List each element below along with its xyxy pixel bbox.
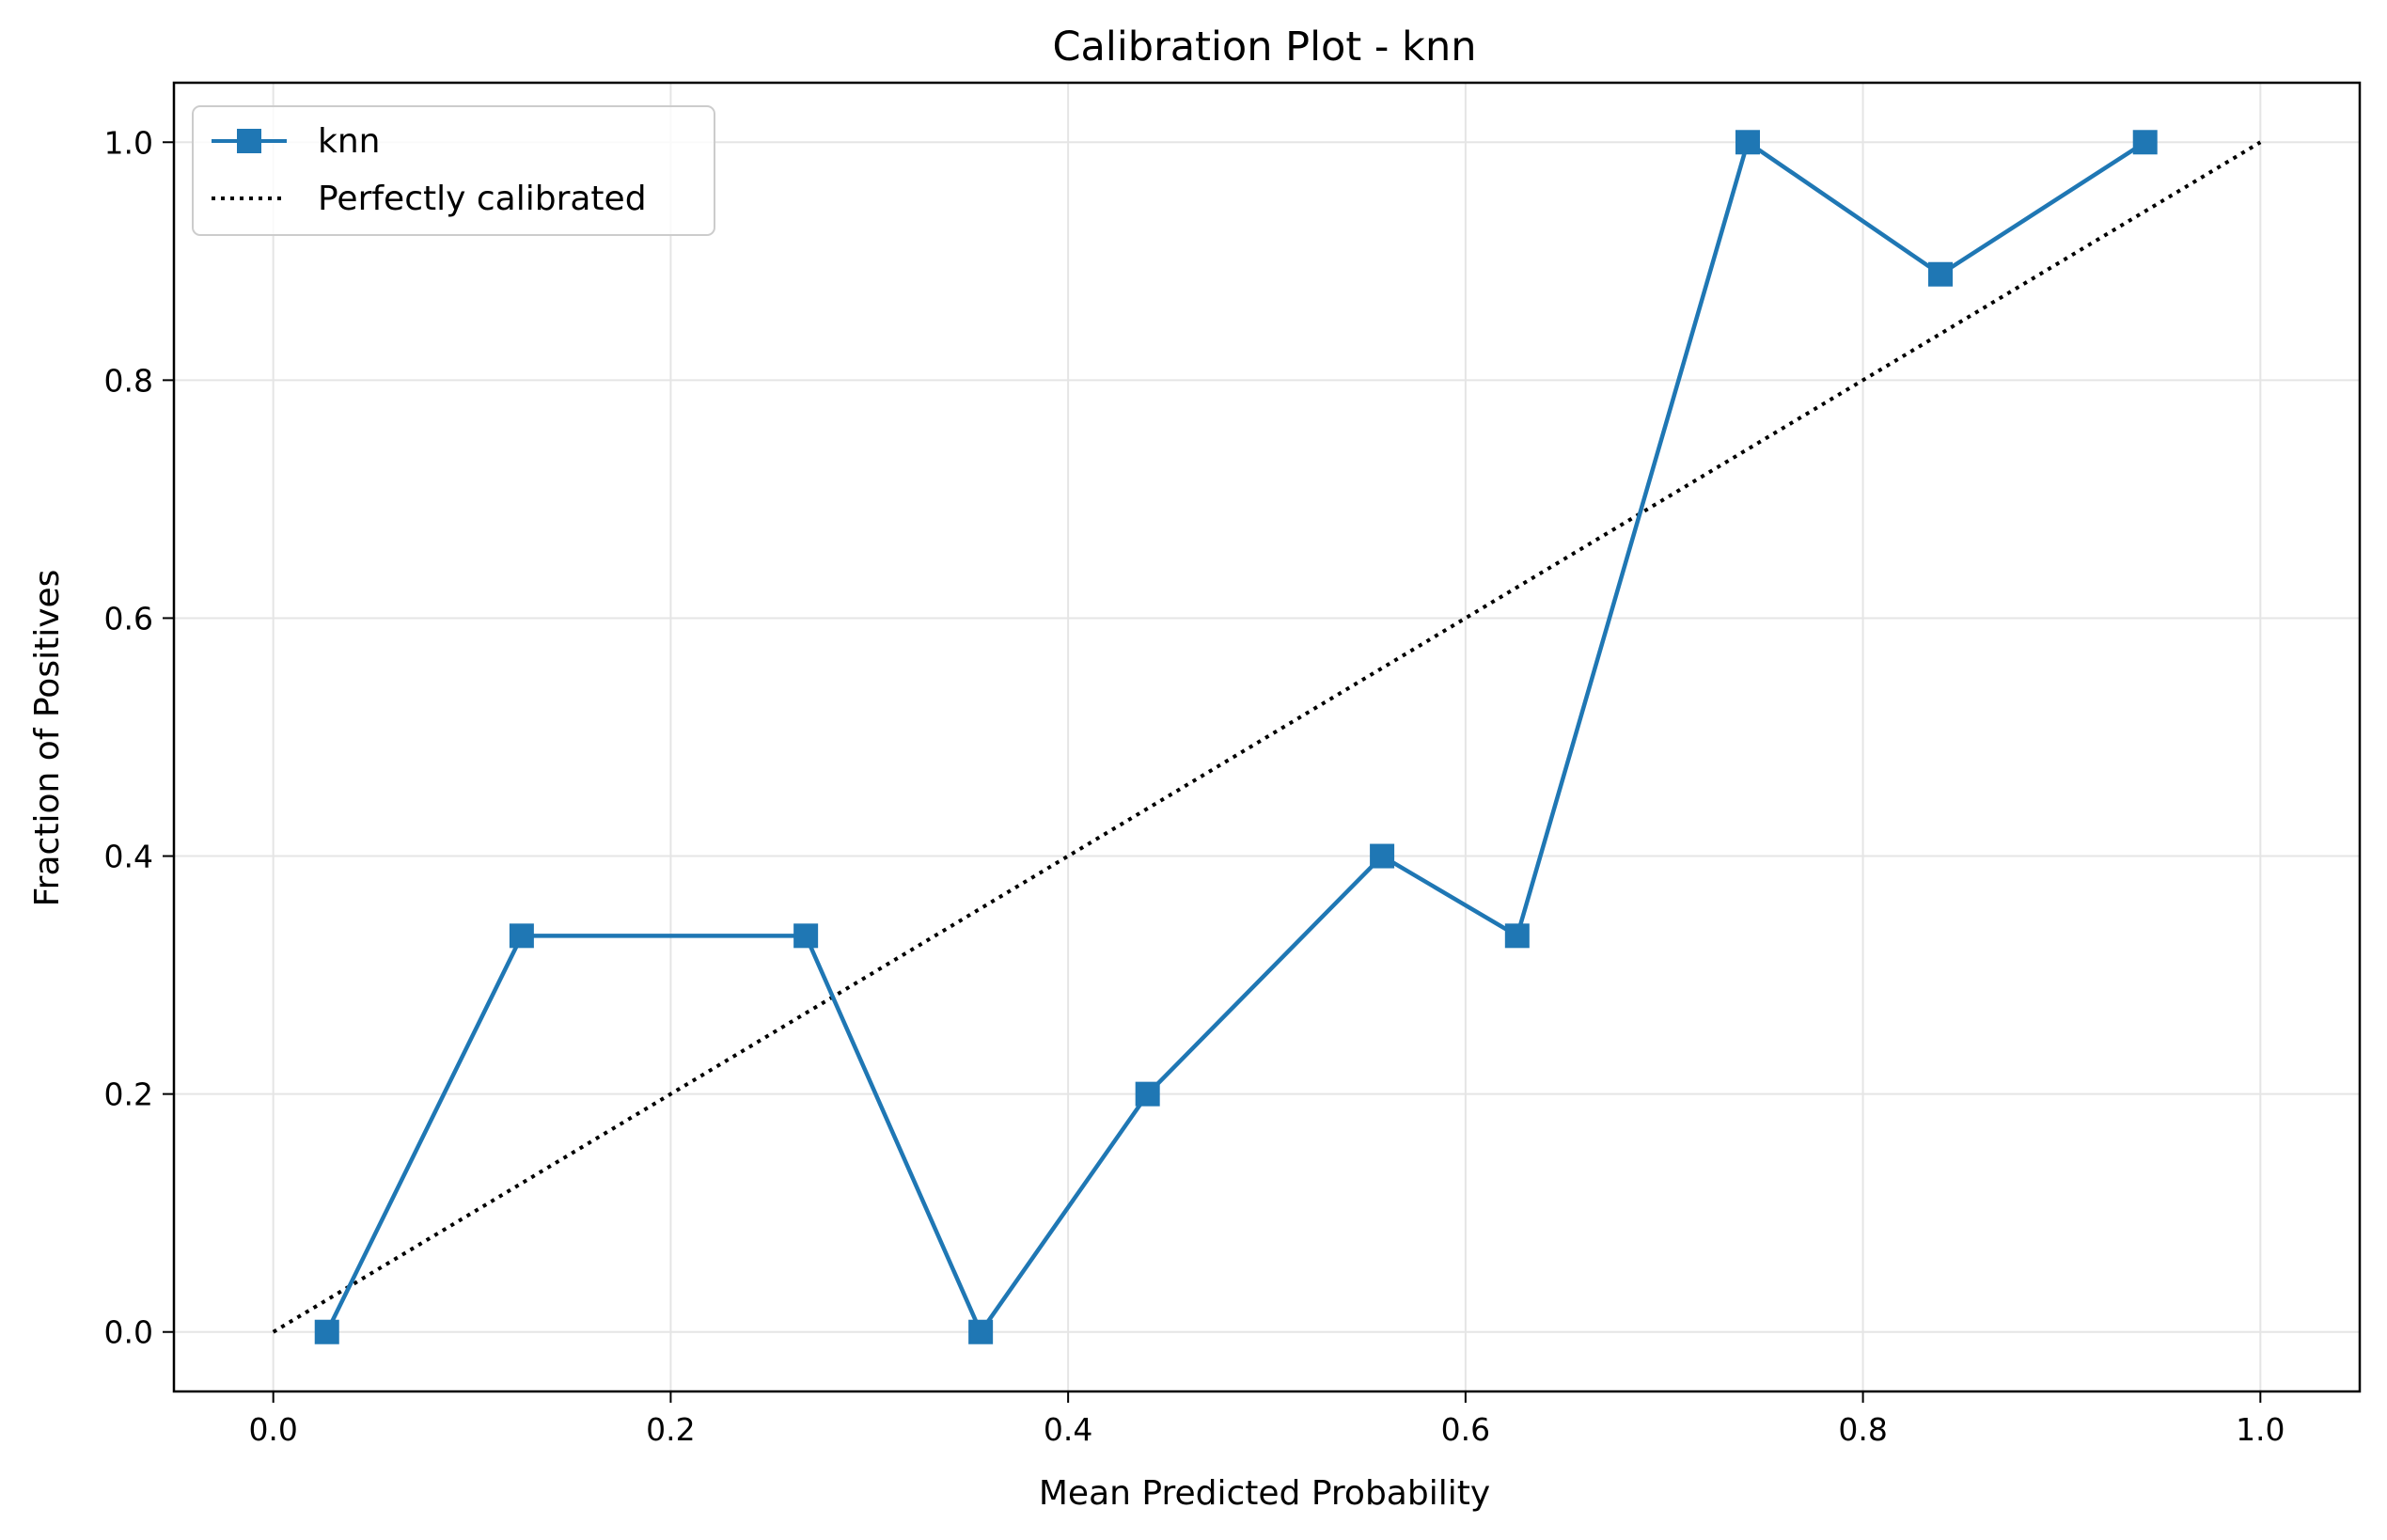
x-tick-label: 0.6 <box>1441 1411 1490 1448</box>
legend-perfect-label: Perfectly calibrated <box>318 180 647 218</box>
legend-knn-marker <box>237 129 261 153</box>
y-tick-label: 0.2 <box>104 1076 153 1113</box>
perfect-calibration-layer <box>272 140 2262 1334</box>
knn-point <box>793 923 819 949</box>
knn-point <box>1135 1081 1160 1107</box>
knn-point <box>968 1319 994 1344</box>
x-tick-label: 0.8 <box>1838 1411 1887 1448</box>
y-tick-label: 1.0 <box>104 124 153 161</box>
x-tick-label: 0.0 <box>248 1411 297 1448</box>
x-axis-label: Mean Predicted Probability <box>1039 1474 1490 1513</box>
knn-point <box>1928 261 1954 287</box>
knn-line <box>324 140 2146 1334</box>
knn-point <box>1504 923 1530 949</box>
legend: knn Perfectly calibrated <box>192 105 715 236</box>
chart-title: Calibration Plot - knn <box>1053 24 1477 71</box>
x-tick-label: 0.4 <box>1044 1411 1092 1448</box>
grid <box>174 83 2360 1391</box>
plot-frame <box>172 81 2362 1393</box>
knn-point <box>2132 130 2158 155</box>
knn-point <box>314 1319 339 1344</box>
y-tick-label: 0.8 <box>104 362 153 399</box>
perfectly-calibrated-line <box>272 140 2262 1334</box>
knn-point <box>509 923 534 949</box>
y-tick-label: 0.0 <box>104 1314 153 1351</box>
y-tick-label: 0.4 <box>104 839 153 875</box>
knn-point <box>1370 843 1395 869</box>
legend-box <box>192 105 715 236</box>
y-axis-label: Fraction of Positives <box>28 570 67 907</box>
legend-knn-label: knn <box>318 122 380 161</box>
x-tick-label: 0.2 <box>646 1411 695 1448</box>
knn-point <box>1735 130 1760 155</box>
y-tick-label: 0.6 <box>104 600 153 636</box>
knn-series-layer <box>314 130 2158 1344</box>
axis-ticks: 0.0 0.2 0.4 0.6 0.8 1.0 0.0 0.2 0.4 0.6 0.8 1.0 <box>104 124 2285 1448</box>
x-tick-label: 1.0 <box>2236 1411 2285 1448</box>
